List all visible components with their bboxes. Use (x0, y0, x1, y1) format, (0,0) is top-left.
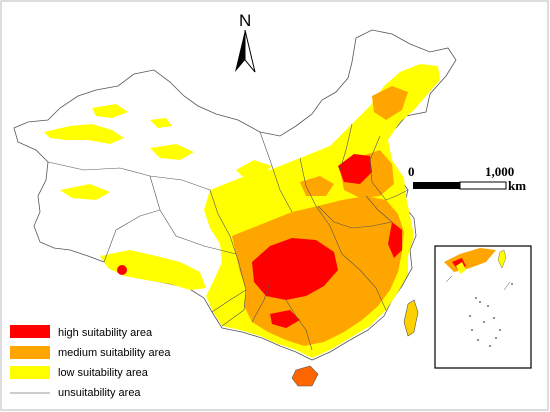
scale-unit-label: km (508, 178, 526, 193)
legend-item-high: high suitability area (10, 325, 153, 339)
scale-end-label: 1,000 (485, 164, 514, 179)
north-label: N (239, 11, 251, 30)
legend-label-unsuitable: unsuitability area (58, 387, 141, 399)
legend-label-medium: medium suitability area (58, 347, 171, 359)
legend-label-high: high suitability area (58, 327, 153, 339)
legend-item-medium: medium suitability area (10, 346, 171, 359)
taiwan-island (403, 299, 419, 337)
south-china-sea-inset (434, 245, 532, 369)
scale-bar: 0 1,000 km (408, 164, 526, 193)
high-suitability-zones (117, 154, 402, 328)
north-arrow: N (235, 11, 256, 73)
legend-item-unsuitable: unsuitability area (10, 387, 141, 399)
hainan-island (291, 365, 319, 387)
legend-item-low: low suitability area (10, 366, 149, 379)
province-boundaries (47, 123, 409, 351)
north-arrow-icon (235, 30, 245, 72)
scale-start-label: 0 (408, 164, 415, 179)
legend-label-low: low suitability area (58, 367, 149, 379)
legend: high suitability area medium suitability… (10, 325, 171, 399)
